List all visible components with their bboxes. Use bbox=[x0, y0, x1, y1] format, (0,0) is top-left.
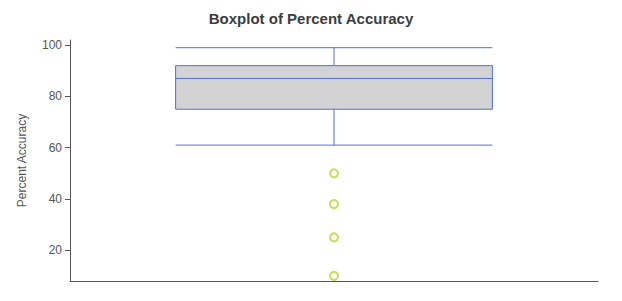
svg-text:Percent Accuracy: Percent Accuracy bbox=[15, 114, 29, 207]
svg-text:100: 100 bbox=[42, 38, 62, 52]
svg-text:60: 60 bbox=[49, 141, 63, 155]
svg-text:20: 20 bbox=[49, 243, 63, 257]
svg-text:80: 80 bbox=[49, 89, 63, 103]
svg-text:Boxplot of Percent Accuracy: Boxplot of Percent Accuracy bbox=[209, 10, 414, 27]
svg-text:40: 40 bbox=[49, 192, 63, 206]
